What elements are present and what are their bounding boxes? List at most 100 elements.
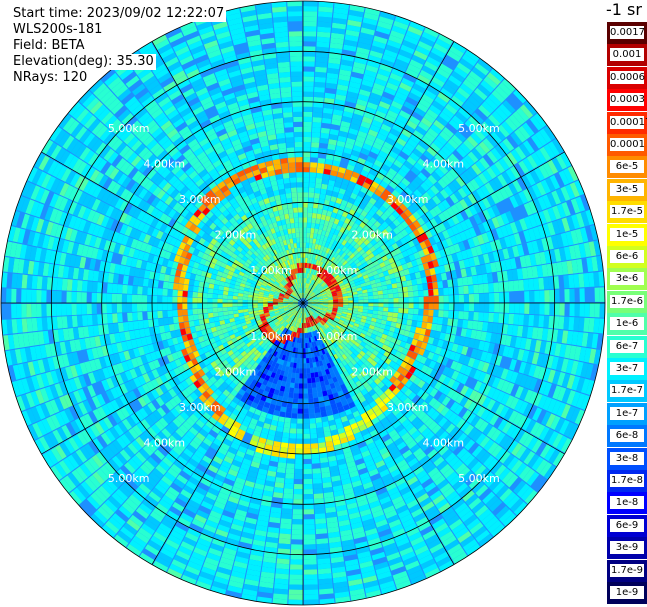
range-gate-cell bbox=[330, 277, 336, 283]
range-gate-cell bbox=[479, 436, 491, 449]
range-gate-cell bbox=[318, 315, 323, 320]
range-gate-cell bbox=[385, 279, 392, 285]
range-gate-cell bbox=[568, 423, 579, 440]
range-gate-cell bbox=[382, 176, 392, 185]
range-gate-cell bbox=[453, 294, 460, 303]
range-gate-cell bbox=[519, 255, 527, 268]
range-gate-cell bbox=[384, 86, 397, 96]
range-gate-cell bbox=[368, 275, 375, 281]
range-gate-cell bbox=[303, 36, 316, 42]
range-gate-cell bbox=[303, 121, 312, 128]
range-gate-cell bbox=[541, 328, 549, 341]
range-gate-cell bbox=[425, 220, 434, 230]
range-gate-cell bbox=[465, 267, 472, 277]
range-gate-cell bbox=[387, 331, 394, 337]
range-gate-cell bbox=[308, 278, 311, 284]
range-gate-cell bbox=[526, 266, 534, 279]
range-gate-cell bbox=[473, 380, 483, 392]
range-gate-cell bbox=[435, 38, 451, 50]
range-gate-cell bbox=[332, 12, 348, 20]
range-gate-cell bbox=[512, 111, 526, 125]
range-gate-cell bbox=[311, 258, 315, 265]
range-gate-cell bbox=[390, 202, 399, 211]
range-gate-cell bbox=[421, 276, 428, 284]
range-gate-cell bbox=[397, 287, 404, 293]
range-gate-cell bbox=[537, 211, 547, 225]
range-gate-cell bbox=[468, 367, 477, 379]
range-gate-cell bbox=[428, 289, 434, 296]
range-gate-cell bbox=[353, 297, 359, 301]
range-gate-cell bbox=[408, 223, 417, 232]
range-gate-cell bbox=[459, 58, 474, 71]
range-gate-cell bbox=[409, 134, 421, 144]
range-gate-cell bbox=[391, 210, 400, 219]
range-gate-cell bbox=[305, 288, 307, 294]
range-gate-cell bbox=[388, 307, 394, 313]
range-gate-cell bbox=[432, 195, 442, 205]
range-gate-cell bbox=[436, 241, 444, 251]
range-gate-cell bbox=[498, 141, 511, 155]
range-gate-cell bbox=[554, 248, 562, 262]
range-gate-cell bbox=[349, 227, 356, 234]
range-gate-cell bbox=[491, 204, 501, 217]
range-gate-cell bbox=[386, 316, 393, 322]
range-gate-cell bbox=[486, 134, 498, 148]
range-gate-cell bbox=[331, 191, 339, 198]
range-gate-cell bbox=[518, 143, 531, 157]
range-gate-cell bbox=[436, 324, 443, 332]
range-gate-cell bbox=[334, 181, 342, 188]
range-gate-cell bbox=[308, 398, 314, 404]
range-gate-cell bbox=[458, 354, 466, 364]
range-gate-cell bbox=[459, 142, 471, 155]
range-gate-cell bbox=[496, 323, 504, 334]
range-gate-cell bbox=[437, 317, 444, 325]
range-gate-cell bbox=[583, 273, 590, 288]
range-gate-cell bbox=[415, 144, 426, 154]
range-gate-cell bbox=[345, 284, 351, 289]
range-gate-cell bbox=[306, 363, 310, 369]
range-gate-cell bbox=[518, 125, 531, 140]
range-gate-cell bbox=[547, 222, 556, 236]
range-gate-cell bbox=[290, 423, 297, 429]
range-gate-cell bbox=[486, 458, 499, 471]
range-gate-cell bbox=[537, 366, 547, 380]
range-gate-cell bbox=[471, 445, 483, 458]
range-gate-cell bbox=[593, 271, 600, 287]
range-gate-cell bbox=[484, 242, 493, 253]
range-gate-cell bbox=[304, 287, 306, 294]
range-gate-cell bbox=[303, 182, 309, 188]
range-gate-cell bbox=[543, 315, 550, 328]
range-gate-cell bbox=[368, 337, 375, 344]
range-gate-cell bbox=[310, 162, 318, 168]
range-gate-cell bbox=[460, 328, 468, 337]
range-gate-cell bbox=[457, 187, 468, 199]
range-gate-cell bbox=[345, 96, 357, 104]
range-gate-cell bbox=[394, 185, 404, 195]
range-gate-cell bbox=[320, 290, 326, 294]
range-gate-cell bbox=[362, 74, 376, 83]
range-gate-cell bbox=[327, 295, 333, 298]
range-gate-cell bbox=[448, 412, 458, 423]
range-gate-cell bbox=[308, 242, 313, 249]
range-gate-cell bbox=[436, 67, 451, 79]
range-gate-cell bbox=[336, 140, 346, 148]
range-gate-cell bbox=[486, 363, 495, 375]
range-gate-cell bbox=[430, 185, 440, 195]
range-gate-cell bbox=[313, 288, 318, 293]
range-gate-cell bbox=[366, 356, 374, 364]
range-gate-cell bbox=[391, 146, 402, 155]
range-gate-cell bbox=[554, 343, 562, 357]
range-gate-cell bbox=[474, 87, 488, 101]
range-gate-cell bbox=[298, 388, 303, 394]
range-gate-cell bbox=[388, 214, 397, 222]
range-gate-cell bbox=[322, 317, 328, 322]
range-gate-cell bbox=[370, 180, 380, 189]
range-gate-cell bbox=[501, 171, 512, 184]
range-gate-cell bbox=[366, 316, 372, 321]
range-gate-cell bbox=[275, 568, 290, 575]
range-gate-cell bbox=[480, 185, 491, 197]
range-gate-cell bbox=[408, 115, 421, 126]
range-gate-cell bbox=[463, 154, 475, 167]
range-gate-cell bbox=[539, 251, 547, 265]
range-gate-cell bbox=[362, 338, 369, 344]
